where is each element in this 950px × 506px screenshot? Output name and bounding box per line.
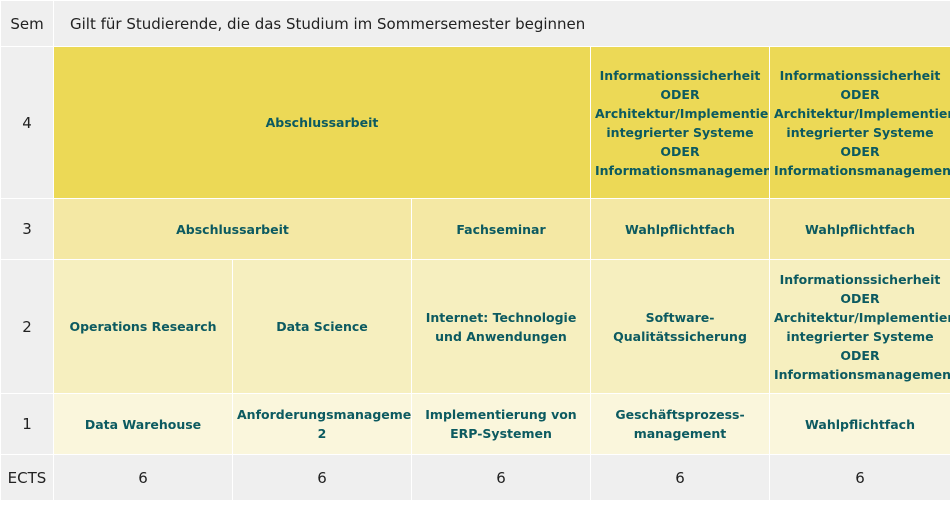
ects-value: 6 <box>768 454 950 501</box>
cell-line: Internet: Technologie <box>425 309 577 325</box>
module-choice-elective: Informationssicherheit ODER Architektur/Im… <box>768 46 950 199</box>
cell-line: ODER <box>660 86 700 102</box>
cell-line: Informationssicherheit <box>599 67 761 83</box>
semester-number: 1 <box>0 393 54 455</box>
module-operations-research: Operations Research <box>53 259 233 394</box>
ects-value: 6 <box>53 454 233 501</box>
cell-line: ERP-Systemen <box>450 426 552 441</box>
cell-line: ODER <box>660 143 700 159</box>
semester-number: 3 <box>0 198 54 260</box>
cell-line: Informationssicherheit <box>779 67 941 83</box>
ects-value: 6 <box>232 454 412 501</box>
ects-row: ECTS 6 6 6 6 6 <box>0 454 950 501</box>
ects-value: 6 <box>590 454 770 501</box>
semester-row-4: 4 Abschlussarbeit Informationssicherheit… <box>0 46 950 199</box>
cell-line: ODER <box>840 347 880 363</box>
sem-header: Sem <box>0 0 54 47</box>
cell-line: Informationsmanagement <box>595 162 770 178</box>
semester-row-1: 1 Data Warehouse Anforderungsmanagement … <box>0 393 950 455</box>
module-data-science: Data Science <box>232 259 412 394</box>
module-internet-technologie: Internet: Technologie und Anwendungen <box>411 259 591 394</box>
module-choice-elective: Informationssicherheit ODER Architektur/Im… <box>768 259 950 394</box>
cell-line: ODER <box>840 143 880 159</box>
cell-line: Architektur/Implementierung <box>774 105 950 121</box>
cell-line: integrierter Systeme <box>606 124 754 140</box>
cell-line: management <box>633 426 727 441</box>
cell-line: Informationsmanagement <box>774 162 950 178</box>
cell-line: Implementierung von <box>425 407 577 422</box>
cell-line: Architektur/Implementierung <box>774 309 950 325</box>
module-geschaeftsprozessmanagement: Geschäftsprozess-management <box>590 393 770 455</box>
semester-row-3: 3 Abschlussarbeit Fachseminar Wahlpflich… <box>0 198 950 260</box>
module-fachseminar: Fachseminar <box>411 198 591 260</box>
cell-line: ODER <box>840 86 880 102</box>
module-abschlussarbeit: Abschlussarbeit <box>53 198 412 260</box>
module-abschlussarbeit: Abschlussarbeit <box>53 46 591 199</box>
module-wahlpflichtfach: Wahlpflichtfach <box>590 198 770 260</box>
header-row: Sem Gilt für Studierende, die das Studiu… <box>0 0 950 47</box>
semester-number: 2 <box>0 259 54 394</box>
table-title: Gilt für Studierende, die das Studium im… <box>52 0 950 47</box>
module-choice-elective: Informationssicherheit ODER Architektur/Im… <box>590 46 770 199</box>
module-data-warehouse: Data Warehouse <box>53 393 233 455</box>
semester-number: 4 <box>0 46 54 199</box>
module-wahlpflichtfach: Wahlpflichtfach <box>768 393 950 455</box>
semester-row-2: 2 Operations Research Data Science Inter… <box>0 259 950 394</box>
cell-line: Geschäftsprozess- <box>615 407 745 422</box>
cell-line: Informationssicherheit <box>779 271 941 287</box>
cell-line: und Anwendungen <box>435 328 567 344</box>
module-software-qualitaetssicherung: Software-Qualitätssicherung <box>590 259 770 394</box>
cell-line: Informationsmanagement <box>774 366 950 382</box>
cell-line: integrierter Systeme <box>786 328 934 344</box>
module-anforderungsmanagement: Anforderungsmanagement 2 <box>232 393 412 455</box>
cell-line: ODER <box>840 290 880 306</box>
ects-value: 6 <box>411 454 591 501</box>
module-erp-systeme: Implementierung von ERP-Systemen <box>411 393 591 455</box>
cell-line: integrierter Systeme <box>786 124 934 140</box>
cell-line: Architektur/Implementierung <box>595 105 769 121</box>
module-wahlpflichtfach: Wahlpflichtfach <box>768 198 950 260</box>
ects-label: ECTS <box>0 454 54 501</box>
